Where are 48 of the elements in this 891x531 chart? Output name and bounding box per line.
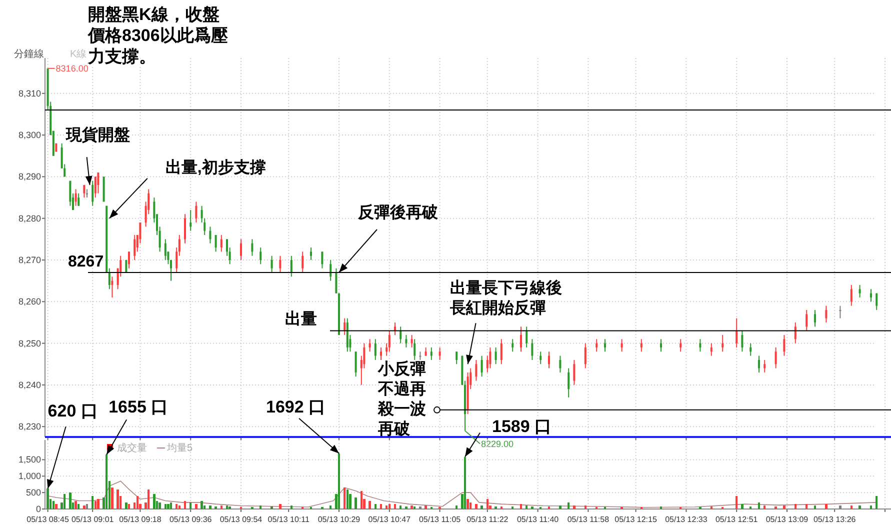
x-tick-label: 05/13 10:47	[368, 515, 412, 524]
series-label: 成交量	[117, 442, 147, 454]
x-tick-label: 05/13 12:15	[614, 515, 658, 524]
x-tick-label: 05/13 13:09	[766, 515, 809, 524]
y-tick-label: 8,300	[18, 130, 41, 140]
ref-line-label: 8267	[68, 253, 104, 270]
legend-label: 均量5	[166, 442, 193, 454]
y-tick-label: 8,280	[18, 213, 41, 224]
annotation: 1589 口	[492, 416, 552, 436]
x-tick-label: 05/13 08:45	[26, 515, 70, 524]
x-tick-label: 05/13 11:22	[466, 515, 509, 524]
annotation: 反彈後再破	[357, 203, 439, 222]
annotation: 出量長下弓線後長紅開始反彈	[448, 279, 562, 318]
y-tick-label: 8,290	[18, 172, 41, 182]
annotation: 1655 口	[108, 398, 168, 417]
annotation: 1692 口	[266, 397, 326, 416]
annotation: 出量,初步支撐	[165, 158, 266, 176]
ref-line-label: 出量	[285, 310, 317, 328]
y-tick-label: 8,260	[18, 296, 41, 307]
ref-line-label: 小反彈不過再殺一波再破	[377, 360, 426, 438]
annotation: K線	[70, 49, 87, 60]
y-tick-label: 8,230	[18, 422, 41, 432]
x-tick-label: 05/13 10:29	[318, 515, 361, 524]
y-tick-label: 500	[26, 488, 41, 498]
annotation: 現貨開盤	[64, 126, 130, 144]
annotation: 8316.00	[56, 63, 88, 74]
y-tick-label: 1,500	[18, 454, 41, 465]
annotation: 620 口	[48, 402, 98, 421]
annotation: 開盤黑K線，收盤價格8306以此爲壓力支撐。	[87, 5, 229, 66]
x-tick-label: 05/13 10:11	[268, 515, 310, 524]
x-tick-label: 05/13 09:01	[71, 515, 114, 524]
y-tick-label: 1,000	[18, 471, 41, 482]
x-tick-label: 05/13 09:18	[119, 515, 162, 524]
x-tick-label: 05/13 11:58	[567, 515, 610, 524]
x-tick-label: 05/13 12:33	[665, 515, 708, 524]
y-tick-label: 8,250	[18, 338, 41, 348]
x-tick-label: 05/13 11:40	[516, 515, 560, 524]
y-tick-label: 8,310	[18, 88, 41, 98]
y-tick-label: 8,270	[18, 254, 41, 265]
text: 分鐘線	[14, 48, 44, 60]
annotation: 8229.00	[481, 438, 514, 449]
x-tick-label: 05/13 13:26	[813, 515, 856, 524]
x-tick-label: 05/13 09:36	[169, 515, 212, 524]
x-tick-label: 05/13 12:51	[715, 515, 758, 524]
x-tick-label: 05/13 11:05	[418, 515, 462, 524]
y-tick-label: 0	[36, 504, 41, 514]
y-tick-label: 8,240	[18, 380, 41, 390]
x-tick-label: 05/13 09:54	[220, 515, 263, 524]
